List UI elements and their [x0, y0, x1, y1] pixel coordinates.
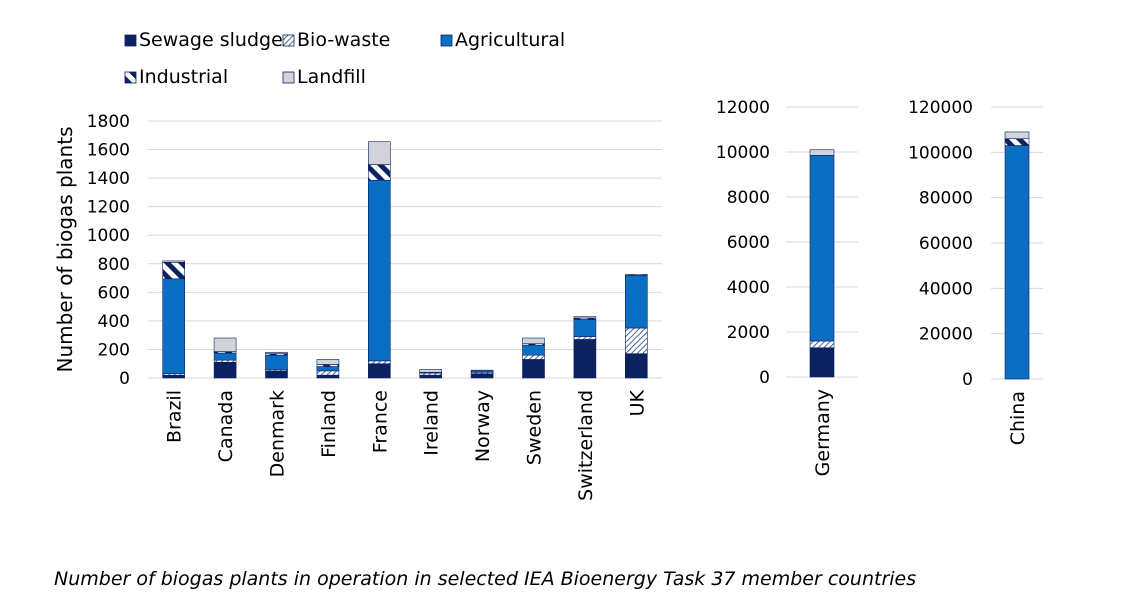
x-tick-label-sweden: Sweden [524, 390, 546, 465]
legend-label-sewage-sludge: Sewage sludge [139, 29, 283, 51]
legend-label-industrial: Industrial [139, 66, 228, 88]
bar-china-agricultural [1004, 145, 1030, 380]
y-tick-label: 60000 [919, 234, 973, 254]
bar-finland-bio-waste [316, 370, 340, 376]
bar-brazil-agricultural [162, 278, 185, 375]
x-tick-label-norway: Norway [472, 390, 494, 462]
y-tick-label: 20000 [919, 325, 973, 345]
bar-france-landfill [367, 141, 391, 165]
bar-germany-landfill [809, 149, 835, 156]
bar-france-agricultural [367, 179, 391, 362]
y-tick-label: 120000 [908, 98, 973, 118]
legend-swatch-industrial [124, 71, 137, 84]
bar-brazil-landfill [162, 260, 185, 263]
chart-panel-2: 0 2000 4000 6000 8000 10000 12000 Germany [716, 98, 858, 476]
y-tick-label: 1600 [87, 141, 130, 161]
bar-finland-sewage-sludge [316, 374, 340, 379]
bar-brazil-industrial [162, 262, 185, 280]
bar-finland-agricultural [316, 366, 340, 372]
bar-canada-landfill [213, 337, 237, 352]
biogas-chart-figure: Sewage sludge Bio-waste Agricultural Indust… [53, 29, 1043, 501]
bar-uk-agricultural [624, 274, 648, 329]
y-tick-label: 1000 [87, 226, 130, 246]
bar-switzerland-landfill [573, 316, 597, 319]
y-tick-label: 12000 [716, 98, 770, 118]
bar-germany-sewage-sludge [809, 347, 835, 378]
bar-uk-bio-waste [624, 327, 648, 355]
bar-canada-sewage-sludge [213, 361, 237, 379]
bar-denmark-landfill [265, 351, 288, 355]
y-tick-label: 0 [962, 370, 973, 390]
bar-denmark-agricultural [265, 354, 288, 370]
bar-switzerland-agricultural [573, 319, 597, 337]
bar-finland-industrial [316, 364, 340, 367]
y-tick-label: 1200 [87, 198, 130, 218]
y-tick-label: 4000 [727, 278, 770, 298]
bar-germany-agricultural [809, 155, 835, 342]
y-tick-label: 0 [119, 369, 130, 389]
legend-swatch-bio-waste [282, 34, 295, 47]
bar-sweden-landfill [522, 337, 545, 345]
bar-norway-landfill [470, 369, 494, 372]
x-tick-label-switzerland: Switzerland [575, 390, 597, 501]
legend-swatch-sewage-sludge [124, 34, 137, 47]
bar-finland-landfill [316, 359, 340, 365]
y-tick-label: 40000 [919, 279, 973, 299]
y-tick-label: 1400 [87, 169, 130, 189]
x-tick-label-brazil: Brazil [164, 390, 186, 443]
x-tick-label-france: France [369, 390, 391, 453]
y-tick-label: 2000 [727, 323, 770, 343]
legend-label-landfill: Landfill [297, 66, 366, 88]
bar-ireland-landfill [419, 369, 443, 373]
y-tick-label: 100000 [908, 143, 973, 163]
y-tick-label: 1800 [87, 112, 130, 132]
bar-germany-bio-waste [809, 340, 835, 349]
bar-norway-sewage-sludge [470, 373, 494, 379]
bar-sweden-agricultural [522, 344, 545, 356]
bar-brazil-sewage-sludge [162, 374, 185, 379]
chart-panels: 0 200 400 600 800 1000 1200 1400 1600 1800 Number … [53, 98, 1043, 501]
bar-uk-sewage-sludge [624, 353, 648, 379]
y-tick-label: 200 [98, 340, 130, 360]
bar-sweden-bio-waste [522, 354, 545, 360]
x-tick-label-denmark: Denmark [267, 390, 289, 477]
x-tick-label-germany: Germany [812, 389, 834, 476]
y-tick-label: 600 [98, 283, 130, 303]
bar-denmark-sewage-sludge [265, 370, 288, 379]
bar-china-landfill [1004, 131, 1030, 140]
bar-france-sewage-sludge [367, 363, 391, 379]
y-tick-label: 0 [759, 368, 770, 388]
x-tick-label-canada: Canada [215, 390, 237, 462]
x-tick-label-ireland: Ireland [421, 390, 443, 456]
chart-panel-3: 0 20000 40000 60000 80000 100000 120000 China [908, 98, 1043, 445]
x-tick-label-uk: UK [626, 389, 648, 416]
legend-label-bio-waste: Bio-waste [297, 29, 390, 51]
bar-ireland-sewage-sludge [419, 374, 443, 379]
x-tick-label-finland: Finland [318, 390, 340, 458]
bar-france-bio-waste [367, 360, 391, 365]
bar-canada-agricultural [213, 352, 237, 361]
bar-sweden-sewage-sludge [522, 359, 545, 379]
figure-caption: Number of biogas plants in operation in … [54, 568, 917, 590]
y-tick-label: 6000 [727, 233, 770, 253]
bar-switzerland-sewage-sludge [573, 339, 597, 379]
chart-panel-1: 0 200 400 600 800 1000 1200 1400 1600 1800 Number … [53, 112, 662, 501]
legend-label-agricultural: Agricultural [455, 29, 565, 51]
y-tick-label: 400 [98, 312, 130, 332]
legend-swatch-landfill [282, 71, 295, 84]
bar-canada-bio-waste [213, 359, 237, 363]
y-tick-label: 10000 [716, 143, 770, 163]
bar-switzerland-bio-waste [573, 336, 597, 340]
y-axis-label: Number of biogas plants [53, 127, 77, 373]
x-tick-label-china: China [1007, 391, 1029, 445]
y-tick-label: 80000 [919, 189, 973, 209]
y-tick-label: 800 [98, 255, 130, 275]
bar-china-industrial [1004, 138, 1030, 146]
chart-legend: Sewage sludge Bio-waste Agricultural Indust… [124, 29, 565, 88]
bar-france-industrial [367, 164, 391, 181]
bar-uk-industrial [624, 274, 648, 276]
legend-swatch-agricultural [440, 34, 453, 47]
y-tick-label: 8000 [727, 188, 770, 208]
